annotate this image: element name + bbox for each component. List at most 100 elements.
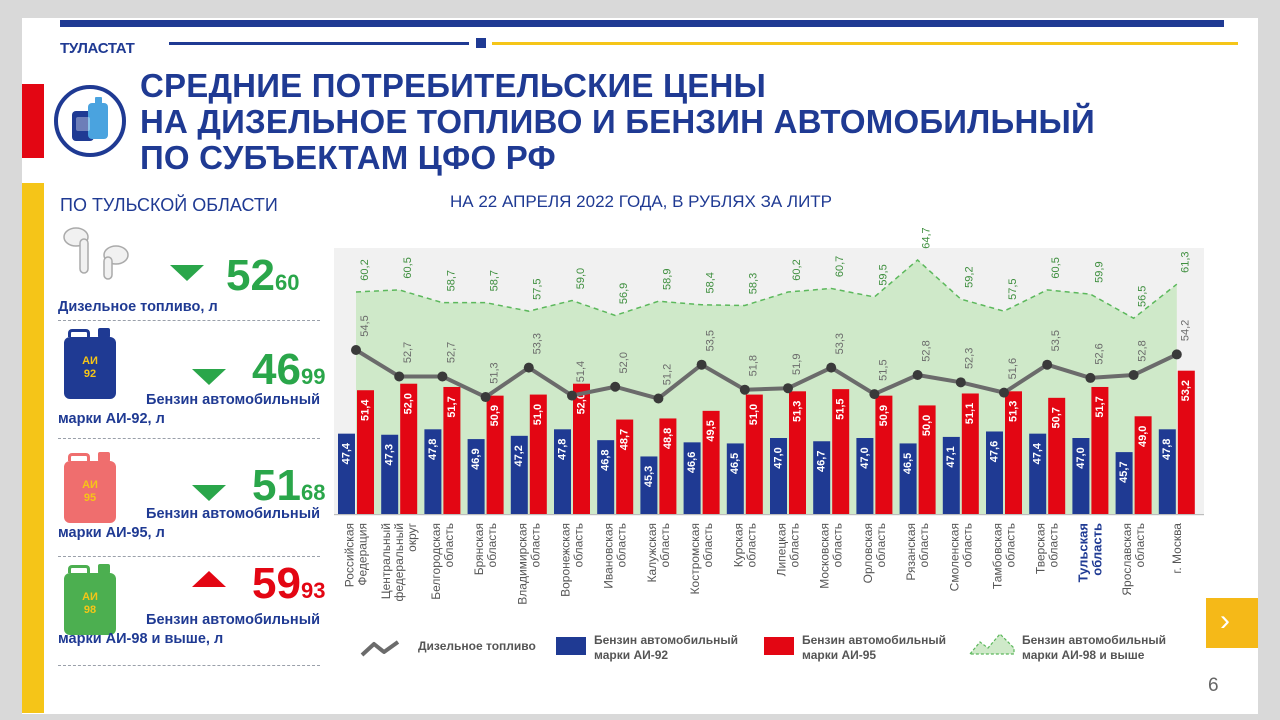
diesel-point bbox=[696, 359, 707, 370]
bar-ai95 bbox=[918, 405, 936, 514]
canister-neck bbox=[98, 564, 110, 574]
bar-ai95-label: 51,4 bbox=[359, 399, 371, 421]
bar-ai92-label: 47,8 bbox=[427, 439, 439, 460]
bar-ai95-label: 51,7 bbox=[1094, 396, 1106, 417]
canister-neck bbox=[98, 328, 110, 338]
category-label: область bbox=[572, 523, 586, 567]
card-divider bbox=[58, 556, 320, 557]
diesel-point bbox=[869, 389, 880, 400]
canister-label-line: АИ bbox=[82, 591, 98, 603]
ai98-value-label: 58,4 bbox=[705, 272, 717, 293]
bar-ai92-label: 47,4 bbox=[1032, 442, 1044, 464]
bar-ai95 bbox=[1048, 397, 1066, 514]
category-label: Воронежская bbox=[559, 523, 573, 597]
price-label: Бензин автомобильный марки АИ-98 и выше,… bbox=[58, 611, 320, 649]
ai98-value-label: 57,5 bbox=[1007, 278, 1019, 299]
diesel-point bbox=[1171, 349, 1182, 360]
diesel-point bbox=[523, 362, 534, 373]
price-kop: 68 bbox=[300, 480, 326, 505]
diesel-point bbox=[912, 369, 923, 380]
category-label: Рязанская bbox=[904, 523, 918, 581]
trend-down-icon bbox=[192, 485, 226, 501]
trend-down-icon bbox=[170, 265, 204, 281]
bar-ai92 bbox=[813, 441, 831, 514]
canister-label: АИ 98 bbox=[64, 591, 116, 617]
header-square bbox=[476, 38, 486, 48]
card-divider bbox=[58, 665, 320, 666]
bar-ai95 bbox=[659, 418, 677, 514]
chart-date-subtitle: НА 22 АПРЕЛЯ 2022 ГОДА, В РУБЛЯХ ЗА ЛИТР bbox=[450, 192, 833, 211]
category-label: Костромская bbox=[688, 523, 702, 594]
diesel-value-label: 52,8 bbox=[921, 340, 933, 361]
diesel-value-label: 51,3 bbox=[489, 362, 501, 383]
diesel-point bbox=[437, 371, 448, 382]
diesel-value-label: 52,8 bbox=[1137, 340, 1149, 361]
diesel-value-label: 51,2 bbox=[661, 364, 673, 385]
card-divider bbox=[58, 438, 320, 439]
legend-area-icon bbox=[968, 633, 1015, 655]
category-label: Смоленская bbox=[947, 523, 961, 591]
ai98-value-label: 58,7 bbox=[489, 270, 501, 291]
bar-ai95 bbox=[702, 410, 720, 514]
price-card-diesel: 5260 Дизельное топливо, л bbox=[58, 223, 320, 321]
ai98-value-label: 59,5 bbox=[877, 264, 889, 285]
bar-ai92-label: 46,9 bbox=[470, 448, 482, 469]
price-card-ai98: АИ 98 5993 Бензин автомобильный марки АИ-… bbox=[58, 559, 325, 666]
bar-ai92-label: 46,5 bbox=[729, 453, 741, 474]
bar-ai95-label: 50,7 bbox=[1051, 407, 1063, 428]
price-label-line: марки АИ-92, л bbox=[58, 411, 165, 427]
region-subtitle: ПО ТУЛЬСКОЙ ОБЛАСТИ bbox=[60, 195, 278, 215]
price-kop: 93 bbox=[300, 578, 326, 603]
bar-ai95 bbox=[400, 383, 418, 514]
diesel-value-label: 53,3 bbox=[532, 333, 544, 354]
diesel-point bbox=[999, 387, 1009, 398]
bar-ai95-label: 51,5 bbox=[835, 398, 847, 419]
bar-ai95-label: 51,3 bbox=[1007, 401, 1019, 422]
price-value: 5260 bbox=[226, 251, 299, 301]
ai98-value-label: 59,0 bbox=[575, 268, 587, 289]
price-kop: 60 bbox=[274, 270, 300, 295]
bar-ai95-label: 49,5 bbox=[705, 420, 717, 441]
ai98-value-label: 60,5 bbox=[1050, 257, 1062, 278]
bar-ai95-label: 49,0 bbox=[1137, 426, 1149, 447]
canister-neck bbox=[98, 452, 110, 462]
category-label: область bbox=[744, 523, 758, 567]
bar-ai92-label: 47,6 bbox=[988, 441, 1000, 462]
ai98-value-label: 56,9 bbox=[618, 283, 630, 304]
category-label: Тульская bbox=[1075, 523, 1090, 582]
diesel-value-label: 53,3 bbox=[834, 333, 846, 354]
bar-ai92 bbox=[467, 439, 485, 514]
diesel-value-label: 51,4 bbox=[575, 361, 587, 382]
category-label: Орловская bbox=[861, 523, 875, 583]
bar-ai95 bbox=[443, 386, 461, 514]
category-label: область bbox=[917, 523, 931, 567]
bar-ai92-label: 47,0 bbox=[772, 447, 784, 468]
bar-ai92 bbox=[597, 440, 615, 514]
price-label-line: Бензин автомобильный bbox=[146, 506, 320, 522]
ai98-value-label: 59,2 bbox=[964, 266, 976, 287]
bar-ai95-label: 48,8 bbox=[662, 428, 674, 449]
category-label: область bbox=[528, 523, 542, 567]
bar-ai92-label: 47,4 bbox=[340, 442, 352, 464]
bar-ai95 bbox=[529, 394, 547, 514]
bar-ai95 bbox=[616, 419, 634, 514]
ai98-value-label: 59,9 bbox=[1093, 261, 1105, 282]
legend-label: марки АИ-92 bbox=[594, 648, 668, 662]
legend-swatch-ai92 bbox=[556, 637, 586, 655]
bar-ai92-label: 46,6 bbox=[686, 452, 698, 473]
header-rule-navy bbox=[169, 42, 469, 45]
category-label: Тверская bbox=[1034, 523, 1048, 574]
bar-ai92-label: 45,3 bbox=[643, 466, 655, 487]
next-slide-button[interactable]: › bbox=[1206, 598, 1258, 648]
category-label: Липецкая bbox=[775, 523, 789, 576]
diesel-value-label: 52,6 bbox=[1093, 343, 1105, 364]
bar-ai92-label: 46,7 bbox=[816, 451, 828, 472]
ai98-value-label: 60,7 bbox=[834, 256, 846, 277]
diesel-point bbox=[739, 384, 750, 395]
bar-ai95 bbox=[357, 390, 374, 514]
card-divider bbox=[58, 320, 320, 321]
bar-ai92 bbox=[640, 456, 658, 514]
category-label: область bbox=[831, 523, 845, 567]
category-label: Российская bbox=[343, 523, 357, 587]
legend-label: марки АИ-98 и выше bbox=[1022, 648, 1145, 662]
